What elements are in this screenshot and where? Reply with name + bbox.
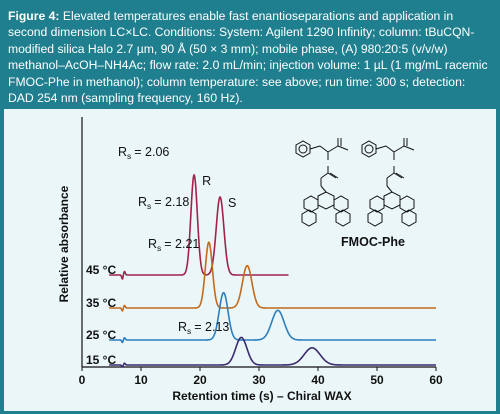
resolution-label: Rs = 2.13 [178, 320, 229, 336]
series-temperature-label: 35 °C [86, 296, 116, 310]
resolution-symbol: R [178, 320, 187, 334]
resolution-subscript: s [187, 326, 191, 336]
x-tick-label: 20 [193, 373, 207, 387]
x-tick-label: 50 [370, 373, 384, 387]
resolution-value: = 2.06 [134, 145, 169, 159]
x-axis-ticks: 0 10 20 30 40 50 60 [79, 367, 443, 387]
caption-text: Elevated temperatures enable fast enanti… [8, 9, 488, 106]
x-tick-label: 0 [79, 373, 86, 387]
figure-label: Figure 4: [8, 9, 60, 23]
x-tick-label: 60 [429, 373, 443, 387]
fmoc-phe-structure-r [295, 138, 351, 227]
resolution-label: Rs = 2.18 [138, 195, 189, 211]
resolution-subscript: s [147, 201, 151, 211]
series-temperature-label: 25 °C [86, 328, 116, 342]
trace-line [109, 173, 289, 281]
resolution-symbol: R [138, 195, 147, 209]
plot-panel [4, 109, 496, 411]
resolution-subscript: s [157, 243, 161, 253]
series-temperature-label: 15 °C [86, 353, 116, 367]
peak-label: S [228, 196, 236, 210]
peak-label: R [202, 174, 211, 188]
trace-line [109, 336, 436, 368]
trace-line [109, 241, 436, 312]
resolution-label: Rs = 2.21 [148, 237, 199, 253]
resolution-label: Rs = 2.06 [118, 145, 169, 161]
x-tick-label: 40 [311, 373, 325, 387]
resolution-symbol: R [148, 237, 157, 251]
molecule-label: FMOC-Phe [341, 235, 405, 249]
x-tick-label: 10 [134, 373, 148, 387]
x-tick-label: 30 [252, 373, 266, 387]
trace-line [109, 291, 436, 344]
y-axis-label: Relative absorbance [57, 185, 71, 302]
resolution-symbol: R [118, 145, 127, 159]
resolution-subscript: s [127, 151, 131, 161]
x-axis-label: Retention time (s) – Chiral WAX [172, 389, 351, 403]
resolution-value: = 2.13 [194, 320, 229, 334]
fmoc-phe-structure-s [361, 138, 417, 227]
figure-caption: Figure 4: Elevated temperatures enable f… [8, 8, 492, 106]
resolution-value: = 2.18 [154, 195, 189, 209]
resolution-value: = 2.21 [164, 237, 199, 251]
series-temperature-label: 45 °C [86, 263, 116, 277]
